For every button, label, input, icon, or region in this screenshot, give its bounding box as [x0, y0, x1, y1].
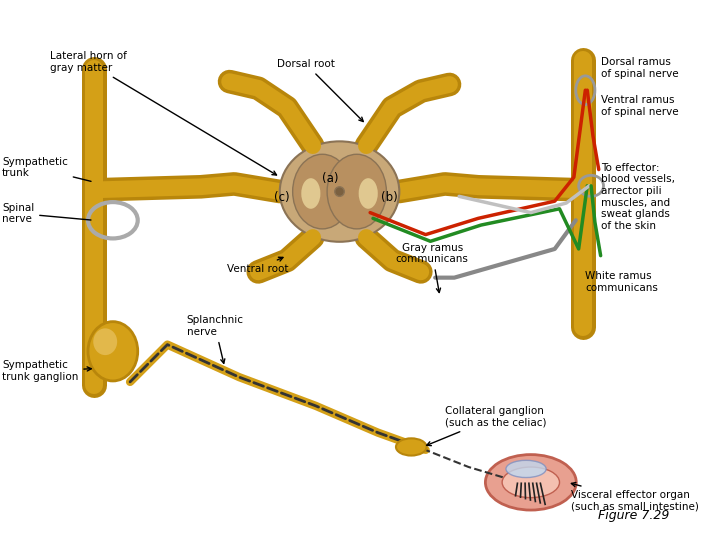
Ellipse shape — [327, 154, 387, 229]
Text: Ventral ramus
of spinal nerve: Ventral ramus of spinal nerve — [600, 96, 678, 117]
Text: Sympathetic
trunk ganglion: Sympathetic trunk ganglion — [2, 360, 91, 382]
Text: Dorsal root: Dorsal root — [277, 59, 364, 122]
Text: To effector:
blood vessels,
arrector pili
muscles, and
sweat glands
of the skin: To effector: blood vessels, arrector pil… — [600, 163, 675, 231]
Text: Spinal
nerve: Spinal nerve — [2, 202, 91, 224]
Ellipse shape — [396, 438, 426, 456]
Text: Figure 7.29: Figure 7.29 — [598, 509, 670, 522]
Text: (a): (a) — [322, 172, 338, 185]
Text: Gray ramus
communicans: Gray ramus communicans — [396, 243, 469, 293]
Ellipse shape — [335, 187, 344, 197]
Ellipse shape — [88, 322, 138, 381]
Ellipse shape — [292, 154, 352, 229]
Text: Visceral effector organ
(such as small intestine): Visceral effector organ (such as small i… — [571, 483, 699, 511]
Ellipse shape — [359, 178, 378, 209]
Text: (c): (c) — [274, 191, 290, 204]
Text: Ventral root: Ventral root — [227, 257, 288, 274]
Text: Lateral horn of
gray matter: Lateral horn of gray matter — [50, 51, 276, 175]
Text: Dorsal ramus
of spinal nerve: Dorsal ramus of spinal nerve — [600, 57, 678, 79]
Text: Splanchnic
nerve: Splanchnic nerve — [186, 315, 243, 363]
Ellipse shape — [94, 328, 117, 355]
Text: Sympathetic
trunk: Sympathetic trunk — [2, 157, 91, 181]
Ellipse shape — [280, 141, 400, 242]
Ellipse shape — [301, 178, 320, 209]
Ellipse shape — [485, 455, 576, 510]
Text: (b): (b) — [381, 191, 397, 204]
Text: White ramus
communicans: White ramus communicans — [585, 272, 658, 293]
Text: Collateral ganglion
(such as the celiac): Collateral ganglion (such as the celiac) — [427, 406, 546, 445]
Ellipse shape — [506, 460, 546, 477]
Ellipse shape — [502, 467, 559, 498]
